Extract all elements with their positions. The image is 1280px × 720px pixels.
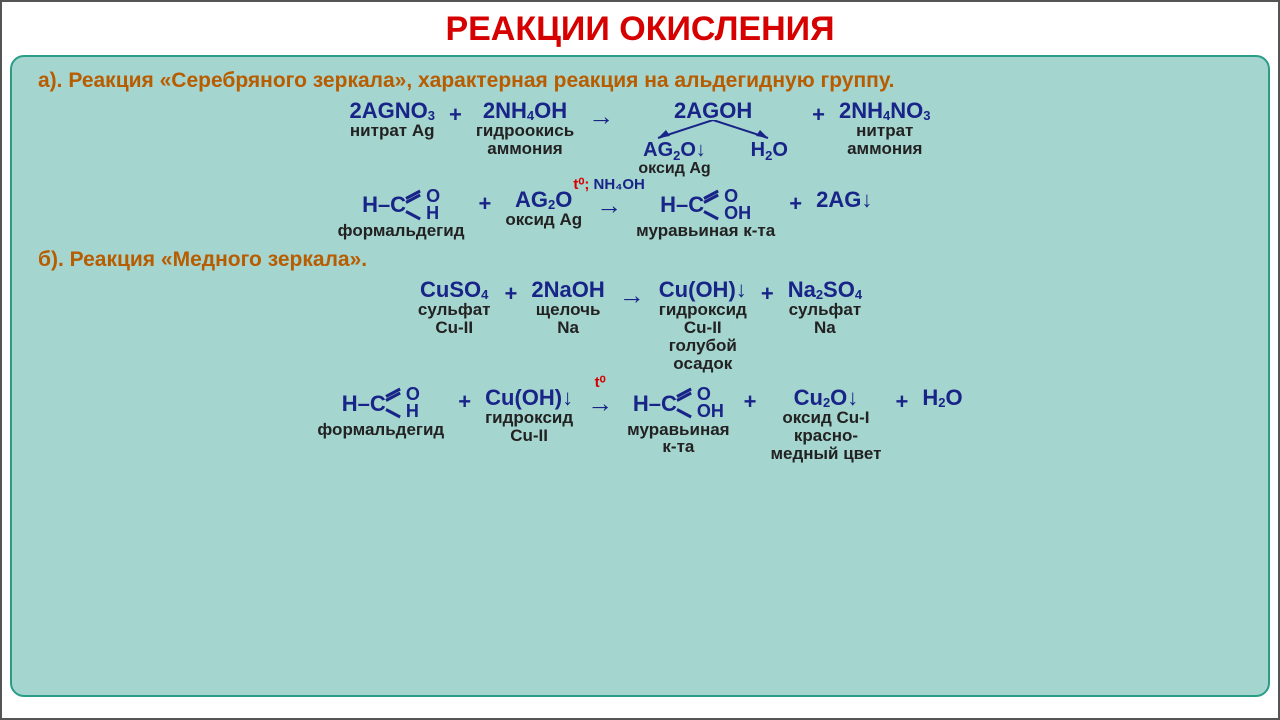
term-formaldehyde-2: H–C OH формальдегид [317, 386, 444, 438]
content-card: а). Реакция «Серебряного зеркала», харак… [10, 55, 1270, 697]
term-na2so4: Na2SO4 сульфат Na [788, 278, 862, 337]
eq-b2: H–C OH формальдегид + Cu(OH)↓ гидроксид … [38, 386, 1242, 463]
plus-icon: + [458, 389, 471, 415]
plus-icon: + [761, 281, 774, 307]
term-formaldehyde: H–C OH формальдегид [338, 188, 465, 240]
term-cuso4: CuSO4 сульфат Cu-II [418, 278, 491, 337]
term-ag: 2AG↓ [816, 188, 872, 211]
term-ag2o-2: AG2O оксид Ag [505, 188, 582, 229]
term-agoh: 2AGOH AG2O↓ оксид Ag H2O [628, 99, 798, 178]
arrow-icon: t⁰ → [587, 388, 613, 419]
term-naoh: 2NaOH щелочь Na [531, 278, 604, 337]
term-nh4oh: 2NH4OH гидроокись аммония [476, 99, 574, 158]
term-cu2o: Cu2O↓ оксид Cu-I красно- медный цвет [770, 386, 881, 463]
eq-b1: CuSO4 сульфат Cu-II + 2NaOH щелочь Na → … [38, 278, 1242, 372]
eq-a1: 2AGNO3 нитрат Ag + 2NH4OH гидроокись амм… [38, 99, 1242, 178]
term-agno3: 2AGNO3 нитрат Ag [349, 99, 434, 140]
section-b-heading: б). Реакция «Медного зеркала». [38, 248, 1242, 272]
term-h2o: H2O [751, 140, 788, 178]
plus-icon: + [449, 102, 462, 128]
plus-icon: + [895, 389, 908, 415]
page-title: РЕАКЦИИ ОКИСЛЕНИЯ [10, 10, 1270, 49]
term-cuoh: Cu(OH)↓ гидроксид Cu-II голубой осадок [659, 278, 747, 372]
arrow-icon: t⁰; NH₄OH → [596, 190, 622, 221]
arrow-icon: → [588, 101, 614, 132]
term-formic-acid: H–C OOH муравьиная к-та [636, 188, 775, 240]
plus-icon: + [505, 281, 518, 307]
decomposition-arrows [628, 120, 798, 142]
arrow-icon: → [619, 280, 645, 311]
plus-icon: + [789, 191, 802, 217]
plus-icon: + [812, 102, 825, 128]
eq-a2: H–C OH формальдегид + AG2O оксид Ag t⁰; … [38, 188, 1242, 240]
term-ag2o: AG2O↓ оксид Ag [638, 140, 710, 178]
section-a-heading: а). Реакция «Серебряного зеркала», харак… [38, 69, 1242, 93]
term-formic-acid-2: H–C OOH муравьиная к-та [627, 386, 729, 456]
term-cuoh-2: Cu(OH)↓ гидроксид Cu-II [485, 386, 573, 445]
plus-icon: + [479, 191, 492, 217]
plus-icon: + [744, 389, 757, 415]
term-nh4no3: 2NH4NO3 нитрат аммония [839, 99, 931, 158]
term-h2o-2: H2O [922, 386, 962, 409]
